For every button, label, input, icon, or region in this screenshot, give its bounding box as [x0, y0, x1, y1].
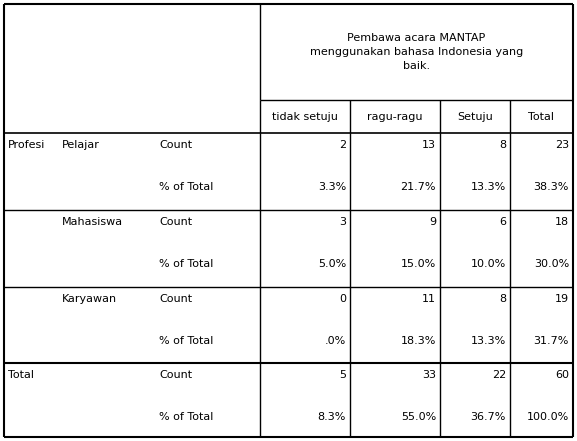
Text: 21.7%: 21.7% [400, 182, 436, 192]
Text: Total: Total [8, 370, 34, 380]
Text: Count: Count [159, 217, 192, 227]
Text: baik.: baik. [403, 61, 430, 71]
Text: Count: Count [159, 370, 192, 380]
Text: 55.0%: 55.0% [401, 412, 436, 422]
Text: 18.3%: 18.3% [400, 336, 436, 346]
Text: 22: 22 [492, 370, 506, 380]
Text: 8: 8 [499, 140, 506, 150]
Text: 15.0%: 15.0% [401, 259, 436, 269]
Text: 100.0%: 100.0% [527, 412, 569, 422]
Text: 6: 6 [499, 217, 506, 227]
Text: 8.3%: 8.3% [317, 412, 346, 422]
Text: 8: 8 [499, 294, 506, 304]
Text: % of Total: % of Total [159, 412, 213, 422]
Text: 18: 18 [555, 217, 569, 227]
Text: Total: Total [529, 112, 554, 122]
Text: 13.3%: 13.3% [471, 182, 506, 192]
Text: 13.3%: 13.3% [471, 336, 506, 346]
Text: 13: 13 [422, 140, 436, 150]
Text: 3: 3 [339, 217, 346, 227]
Text: Profesi: Profesi [8, 140, 46, 150]
Text: 30.0%: 30.0% [534, 259, 569, 269]
Text: Pelajar: Pelajar [62, 140, 100, 150]
Text: Setuju: Setuju [457, 112, 493, 122]
Text: 2: 2 [339, 140, 346, 150]
Text: Mahasiswa: Mahasiswa [62, 217, 123, 227]
Text: 33: 33 [422, 370, 436, 380]
Text: ragu-ragu: ragu-ragu [367, 112, 423, 122]
Text: % of Total: % of Total [159, 259, 213, 269]
Text: 11: 11 [422, 294, 436, 304]
Text: Pembawa acara MANTAP: Pembawa acara MANTAP [347, 33, 486, 43]
Text: .0%: .0% [325, 336, 346, 346]
Text: % of Total: % of Total [159, 182, 213, 192]
Text: 23: 23 [555, 140, 569, 150]
Text: 19: 19 [555, 294, 569, 304]
Text: 9: 9 [429, 217, 436, 227]
Text: 0: 0 [339, 294, 346, 304]
Text: 10.0%: 10.0% [471, 259, 506, 269]
Text: Karyawan: Karyawan [62, 294, 117, 304]
Text: Count: Count [159, 140, 192, 150]
Text: menggunakan bahasa Indonesia yang: menggunakan bahasa Indonesia yang [310, 47, 523, 57]
Text: 60: 60 [555, 370, 569, 380]
Text: 36.7%: 36.7% [471, 412, 506, 422]
Text: Count: Count [159, 294, 192, 304]
Text: 5: 5 [339, 370, 346, 380]
Text: 5.0%: 5.0% [318, 259, 346, 269]
Text: tidak setuju: tidak setuju [272, 112, 338, 122]
Text: 31.7%: 31.7% [534, 336, 569, 346]
Text: 38.3%: 38.3% [534, 182, 569, 192]
Text: 3.3%: 3.3% [318, 182, 346, 192]
Text: % of Total: % of Total [159, 336, 213, 346]
